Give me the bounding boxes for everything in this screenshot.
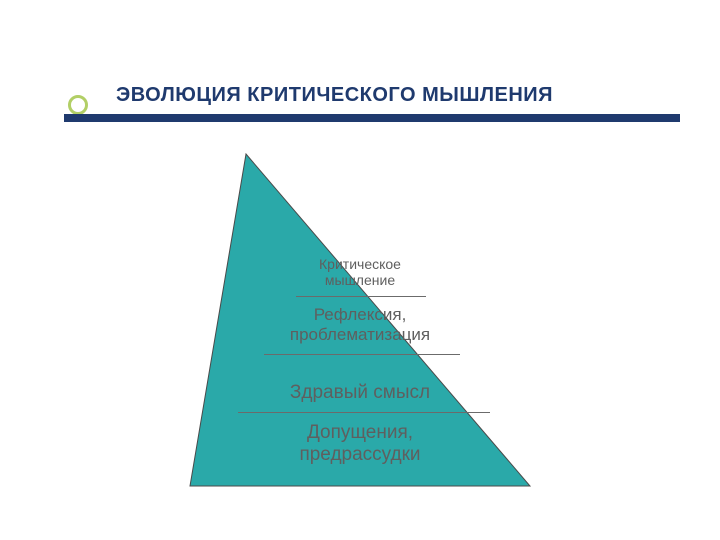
slide-title: ЭВОЛЮЦИЯ КРИТИЧЕСКОГО МЫШЛЕНИЯ xyxy=(116,84,553,107)
pyramid-level-1: Критическоемышление xyxy=(186,256,534,288)
pyramid-level-3: Здравый смысл xyxy=(186,382,534,404)
pyramid-divider-1 xyxy=(296,296,426,297)
title-bullet-icon xyxy=(68,95,88,115)
title-underline xyxy=(64,114,680,122)
pyramid-divider-2 xyxy=(264,354,460,355)
pyramid-level-4: Допущения,предрассудки xyxy=(186,422,534,466)
pyramid-diagram: Критическоемышление Рефлексия,проблемати… xyxy=(186,150,534,490)
pyramid-divider-3 xyxy=(238,412,490,413)
pyramid-level-2: Рефлексия,проблематизация xyxy=(186,305,534,344)
slide: ЭВОЛЮЦИЯ КРИТИЧЕСКОГО МЫШЛЕНИЯ Критическ… xyxy=(0,0,720,540)
